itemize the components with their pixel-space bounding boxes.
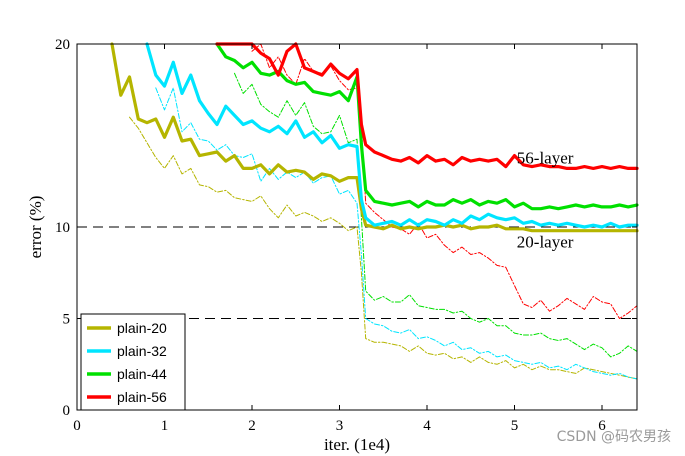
- x-tick-label: 5: [511, 418, 519, 434]
- y-tick-label: 10: [55, 220, 70, 236]
- plain-20-train-line: [110, 42, 639, 233]
- x-tick-label: 0: [73, 418, 81, 434]
- axis-ticks: 0 1 2 3 4 5 6 0 5 10 20: [55, 37, 637, 434]
- y-tick-label: 20: [55, 37, 70, 53]
- y-axis-label: error (%): [26, 196, 45, 259]
- x-tick-label: 1: [161, 418, 169, 434]
- plain-44-train-line: [215, 42, 639, 211]
- series-test-line: [234, 72, 638, 358]
- legend-box: [80, 313, 186, 411]
- plain-32-train-line: [145, 42, 639, 229]
- x-tick-label: 4: [423, 418, 431, 434]
- legend-label-plain-20: plain-20: [117, 320, 167, 336]
- x-tick-label: 6: [598, 418, 606, 434]
- series-test-line: [155, 87, 638, 380]
- series-lines: [110, 42, 639, 380]
- series-test-line: [251, 43, 638, 319]
- y-tick-label: 0: [63, 403, 71, 419]
- legend-label-plain-44: plain-44: [117, 366, 167, 382]
- y-tick-label: 5: [63, 312, 71, 328]
- watermark: CSDN @码农男孩: [556, 429, 671, 445]
- x-tick-label: 2: [248, 418, 256, 434]
- plain-56-train-line: [215, 42, 639, 170]
- series-test-line: [129, 116, 638, 380]
- legend-label-plain-32: plain-32: [117, 343, 167, 359]
- annotation-56-layer: 56-layer: [517, 148, 574, 167]
- annotation-20-layer: 20-layer: [517, 233, 574, 252]
- x-axis-label: iter. (1e4): [324, 435, 390, 454]
- x-tick-label: 3: [336, 418, 344, 434]
- legend-label-plain-56: plain-56: [117, 389, 167, 405]
- legend: plain-20 plain-32 plain-44 plain-56: [80, 313, 186, 411]
